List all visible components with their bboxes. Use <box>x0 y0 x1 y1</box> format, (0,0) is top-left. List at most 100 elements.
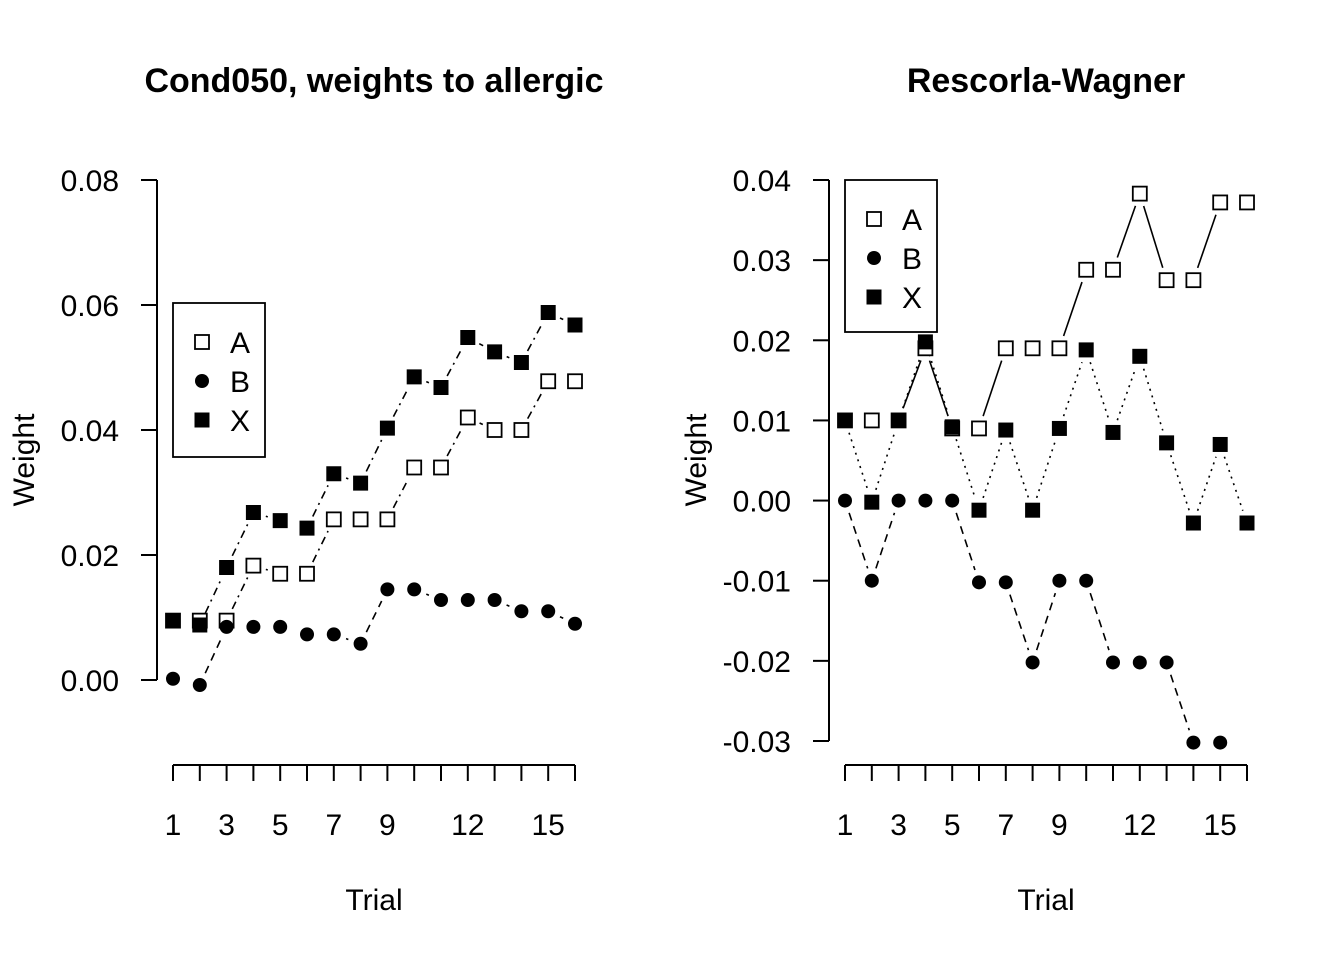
point-x <box>971 502 987 518</box>
x-axis-label: Trial <box>345 884 402 917</box>
point-b <box>1052 573 1067 588</box>
series-line-x <box>928 354 950 415</box>
x-tick-label: 15 <box>532 809 565 842</box>
x-tick-label: 9 <box>379 809 396 842</box>
point-a <box>1158 272 1175 289</box>
y-tick-label: 0.02 <box>61 540 119 573</box>
point-a <box>997 340 1014 357</box>
point-x <box>192 617 208 633</box>
x-tick-label: 12 <box>451 809 484 842</box>
series-line-b <box>345 637 349 641</box>
x-tick-label: 3 <box>890 809 907 842</box>
x-axis-label: Trial <box>1017 884 1074 917</box>
point-a <box>325 511 342 528</box>
series-line-x <box>982 442 1003 499</box>
series-line-x <box>1116 368 1137 421</box>
point-x <box>487 344 503 360</box>
series-line-x <box>1142 368 1164 431</box>
y-tick-label: 0.03 <box>733 245 791 278</box>
series-line-a <box>265 568 268 571</box>
point-a <box>1212 194 1229 211</box>
x-tick-label: 3 <box>218 809 235 842</box>
point-x <box>1212 436 1228 452</box>
point-x <box>1105 424 1121 440</box>
point-x <box>998 422 1014 438</box>
point-b <box>192 678 207 692</box>
legend: ABX <box>172 302 266 458</box>
point-b <box>838 493 852 508</box>
legend-box <box>844 179 938 333</box>
legend-marker-b <box>867 251 881 265</box>
point-x <box>1078 342 1094 358</box>
series-line-a <box>982 360 1003 417</box>
point-x <box>567 317 583 333</box>
point-b <box>166 671 180 686</box>
point-b <box>1213 735 1228 750</box>
point-x <box>299 520 315 536</box>
y-tick-label: 0.04 <box>61 415 119 448</box>
y-tick-label: -0.02 <box>723 646 791 679</box>
x-tick-label: 1 <box>165 809 182 842</box>
series-line-b <box>1009 594 1030 651</box>
point-x <box>272 513 288 529</box>
series-line-x <box>392 388 409 417</box>
point-x <box>1159 435 1175 451</box>
legend-marker-b <box>195 374 209 388</box>
series-line-x <box>312 485 329 517</box>
series-line-x <box>204 578 222 614</box>
legend-label: B <box>902 243 922 276</box>
point-x <box>891 412 907 428</box>
point-a <box>1239 194 1255 211</box>
point-b <box>1132 655 1147 670</box>
series-line-x <box>875 432 896 491</box>
series-line-b <box>425 593 430 596</box>
series-line-a <box>526 392 543 419</box>
series-line-a <box>312 530 329 563</box>
legend-marker-a <box>866 211 882 227</box>
point-x <box>864 494 880 510</box>
series-line-x <box>446 348 463 377</box>
point-a <box>245 557 262 574</box>
point-a <box>971 420 987 437</box>
x-tick-label: 5 <box>272 809 289 842</box>
point-a <box>567 373 583 390</box>
series-line-b <box>875 512 896 569</box>
series-line-a <box>1142 205 1164 268</box>
point-b <box>514 604 529 619</box>
point-b <box>945 493 960 508</box>
point-b <box>568 616 582 631</box>
series-line-x <box>265 515 268 518</box>
series-line-x <box>526 323 543 352</box>
point-b <box>1159 655 1174 670</box>
series-line-b <box>1089 592 1110 651</box>
point-a <box>406 459 423 476</box>
point-b <box>1186 735 1201 750</box>
point-x <box>1051 420 1067 436</box>
series-line-x <box>1089 362 1110 421</box>
series-line-x <box>955 438 976 499</box>
point-b <box>891 493 906 508</box>
series-line-x <box>1223 456 1244 511</box>
series-line-a <box>1196 214 1217 269</box>
series-line-a <box>392 478 409 509</box>
point-b <box>434 593 448 607</box>
point-a <box>272 565 289 582</box>
point-x <box>540 305 556 320</box>
point-x <box>406 369 422 385</box>
legend-label: X <box>902 282 922 315</box>
series-line-x <box>478 342 484 347</box>
point-b <box>460 593 475 607</box>
panel-right: Rescorla-Wagner Trial Weight -0.03 -0.02 -… <box>680 62 1255 917</box>
point-x <box>1239 515 1255 531</box>
point-x <box>433 380 449 395</box>
y-tick-label: 0.04 <box>733 165 791 198</box>
point-a <box>1105 261 1121 278</box>
y-axis-label: Weight <box>680 413 713 506</box>
point-x <box>917 334 933 350</box>
series-line-x <box>1169 454 1191 511</box>
point-x <box>1025 502 1041 518</box>
point-a <box>1078 261 1095 278</box>
point-b <box>353 636 368 651</box>
series-line-b <box>1169 674 1191 731</box>
